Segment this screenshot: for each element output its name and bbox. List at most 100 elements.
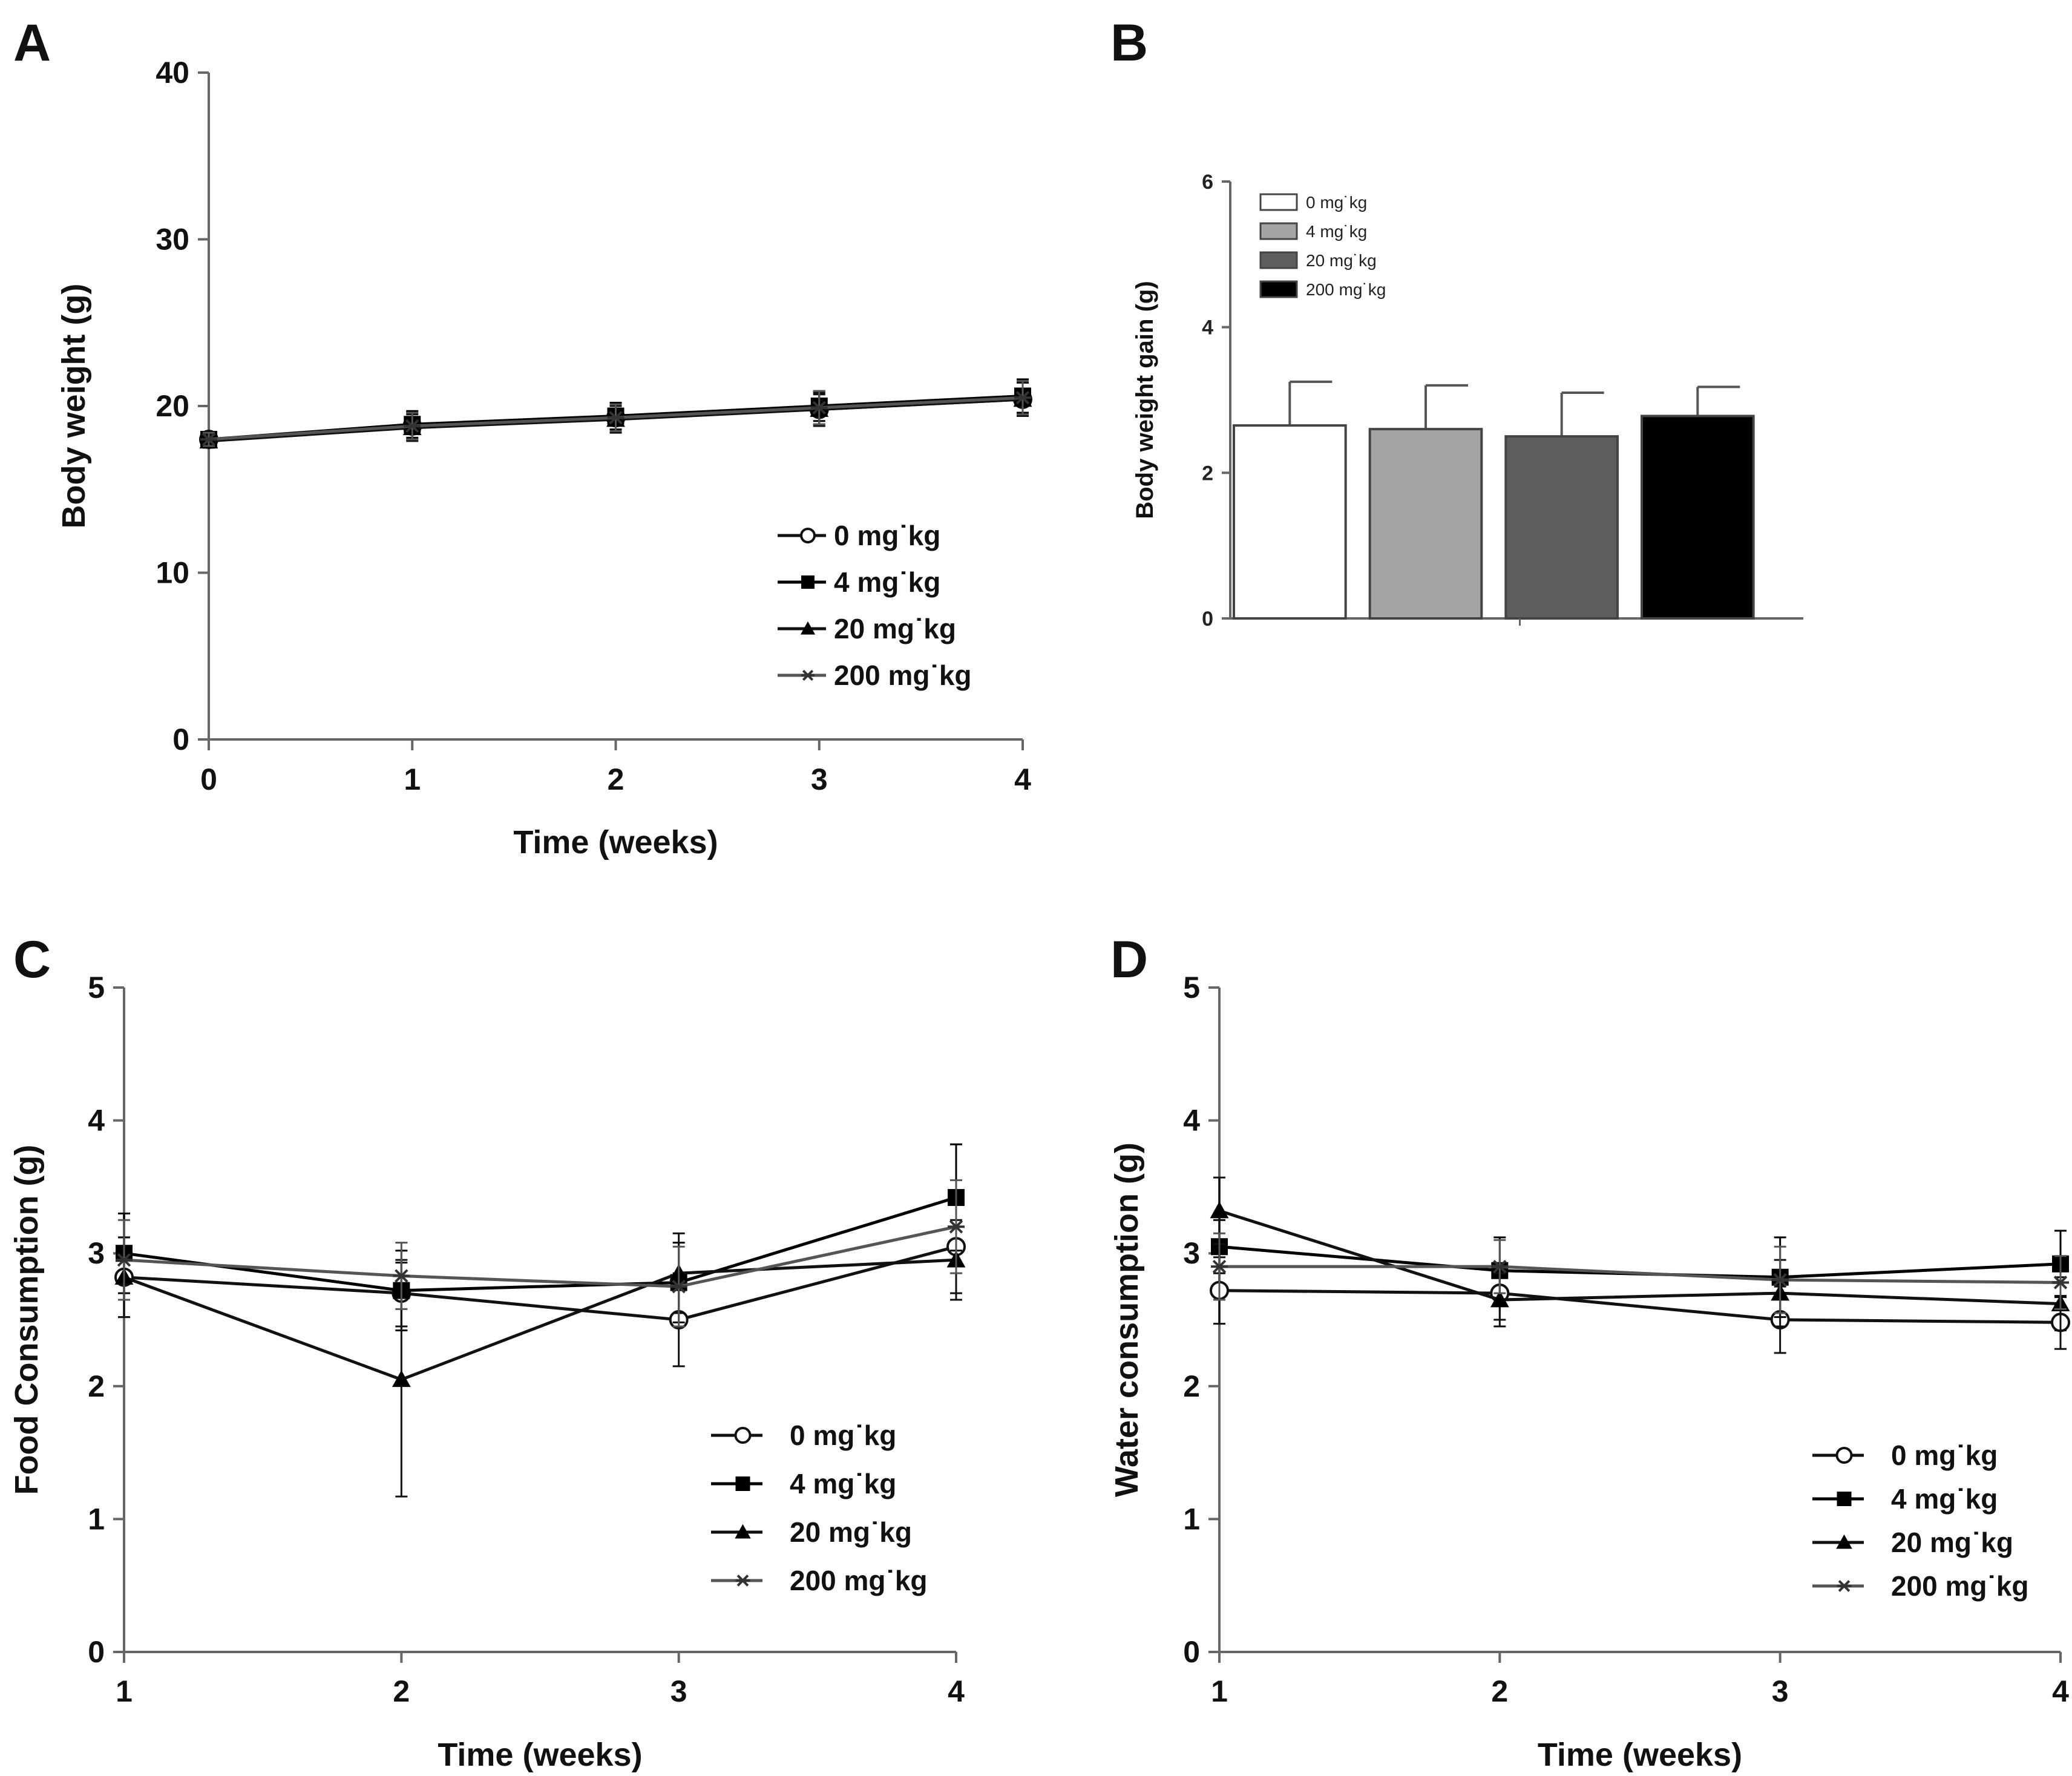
y-tick-label: 0 <box>1183 1635 1200 1669</box>
legend-item: 4 mg˙kg <box>778 566 940 598</box>
legend: 0 mg˙kg 4 mg˙kg 20 mg˙kg 200 mg˙kg <box>1812 1440 2029 1602</box>
legend-item: 20 mg˙kg <box>778 613 956 644</box>
y-tick-label: 40 <box>156 56 189 90</box>
y-tick-label: 2 <box>1202 462 1213 485</box>
x-tick-label: 4 <box>1014 762 1031 796</box>
panel-letter: D <box>1110 931 1148 989</box>
legend-label: 20 mg˙kg <box>834 613 956 644</box>
x-axis-title: Time (weeks) <box>513 824 718 860</box>
y-tick-label: 10 <box>156 556 189 590</box>
x-tick-label: 1 <box>404 762 421 796</box>
legend-marker <box>734 1427 752 1444</box>
series-line <box>123 1225 957 1288</box>
x-tick-label: 4 <box>948 1674 965 1708</box>
x-tick-label: 2 <box>393 1674 410 1708</box>
x-tick-label: 3 <box>670 1674 687 1708</box>
bar-1 <box>1368 428 1483 620</box>
error-bar <box>1288 380 1333 426</box>
legend-label: 200 mg˙kg <box>834 660 972 691</box>
legend-label: 0 mg˙kg <box>1306 193 1367 212</box>
legend-marker <box>1835 1447 1853 1464</box>
legend-item: 20 mg˙kg <box>1259 251 1377 270</box>
x-tick-label: 4 <box>2052 1674 2069 1708</box>
series-line <box>123 1258 957 1381</box>
legend-swatch <box>1259 251 1298 269</box>
y-tick-label: 5 <box>88 971 105 1004</box>
error-bar <box>1424 384 1468 430</box>
data-point <box>948 1220 965 1234</box>
legend-marker <box>800 621 816 635</box>
panel-a: A 0 10 20 30 40 Body weight (g) 0 1 2 3 4 Time (week… <box>13 14 1032 860</box>
data-point <box>607 411 625 425</box>
legend-label: 20 mg˙kg <box>790 1516 912 1548</box>
series-0-mg-kg <box>114 1199 966 1368</box>
error-bar <box>1560 391 1604 437</box>
data-point <box>670 1279 687 1294</box>
data-point <box>1771 1273 1789 1287</box>
x-tick-label: 2 <box>608 762 625 796</box>
y-tick-label: 6 <box>1202 171 1213 194</box>
data-point <box>1211 1259 1228 1274</box>
legend-swatch <box>1259 222 1298 240</box>
x-tick-label: 3 <box>811 762 828 796</box>
series-line <box>1219 1209 2061 1306</box>
data-point <box>810 401 828 415</box>
legend-label: 200 mg˙kg <box>790 1565 928 1596</box>
y-tick-label: 0 <box>88 1635 105 1669</box>
legend-item: 4 mg˙kg <box>711 1468 896 1499</box>
legend-item: 4 mg˙kg <box>1812 1483 1998 1515</box>
series-200-mg-kg <box>200 380 1031 447</box>
series-line <box>1219 1289 2061 1324</box>
x-tick-label: 0 <box>200 762 217 796</box>
x-tick-label: 3 <box>1772 1674 1789 1708</box>
series-line <box>123 1196 957 1293</box>
series-4-mg-kg <box>1211 1219 2069 1319</box>
legend-marker <box>800 528 816 543</box>
y-tick-label: 3 <box>88 1236 105 1270</box>
legend-swatch <box>1259 193 1298 211</box>
data-point <box>393 1269 410 1283</box>
y-tick-label: 4 <box>88 1104 105 1138</box>
legend-label: 4 mg˙kg <box>790 1468 896 1499</box>
y-tick-label: 30 <box>156 223 189 257</box>
legend-item: 0 mg˙kg <box>778 520 940 551</box>
x-axis-title: Time (weeks) <box>1538 1737 1742 1773</box>
data-point <box>1210 1201 1229 1219</box>
legend-item: 200 mg˙kg <box>778 660 972 691</box>
error-bar <box>1696 385 1740 416</box>
x-axis-title: Time (weeks) <box>438 1737 642 1773</box>
y-tick-label: 1 <box>1183 1502 1200 1536</box>
bar-0 <box>1233 424 1347 620</box>
legend-marker <box>735 1574 750 1587</box>
data-point <box>392 1370 411 1388</box>
legend-marker <box>735 1476 750 1491</box>
legend-marker <box>1837 1492 1852 1506</box>
legend-marker <box>1837 1580 1852 1592</box>
y-axis-title: Food Consumption (g) <box>8 1145 45 1495</box>
bars <box>1233 380 1755 620</box>
data-point <box>116 1253 133 1267</box>
y-axis-title: Body weight gain (g) <box>1132 281 1158 519</box>
series-200-mg-kg <box>116 1179 965 1328</box>
data-point <box>1014 391 1031 405</box>
legend-marker <box>801 575 815 589</box>
y-tick-label: 2 <box>1183 1369 1200 1403</box>
legend-item: 200 mg˙kg <box>711 1565 928 1596</box>
y-axis-title: Water consumption (g) <box>1109 1142 1145 1497</box>
legend-label: 20 mg˙kg <box>1306 251 1377 270</box>
panel-letter: A <box>13 14 51 72</box>
panel-letter: B <box>1110 14 1148 72</box>
legend-item: 4 mg˙kg <box>1259 222 1367 241</box>
y-tick-label: 2 <box>88 1369 105 1403</box>
legend-label: 4 mg˙kg <box>1891 1483 1998 1515</box>
panel-b: B 0 2 4 6 Body weight gain (g) 0 mg˙kg 4 mg˙kg 2… <box>1110 14 1803 631</box>
y-tick-label: 0 <box>1202 608 1213 631</box>
legend-item: 0 mg˙kg <box>711 1420 896 1451</box>
y-tick-label: 1 <box>88 1502 105 1536</box>
y-axis-title: Body weight (g) <box>56 284 92 529</box>
series-line <box>1219 1265 2061 1285</box>
legend-marker <box>801 669 815 681</box>
series-4-mg-kg <box>116 1143 965 1332</box>
legend-item: 200 mg˙kg <box>1259 280 1386 299</box>
